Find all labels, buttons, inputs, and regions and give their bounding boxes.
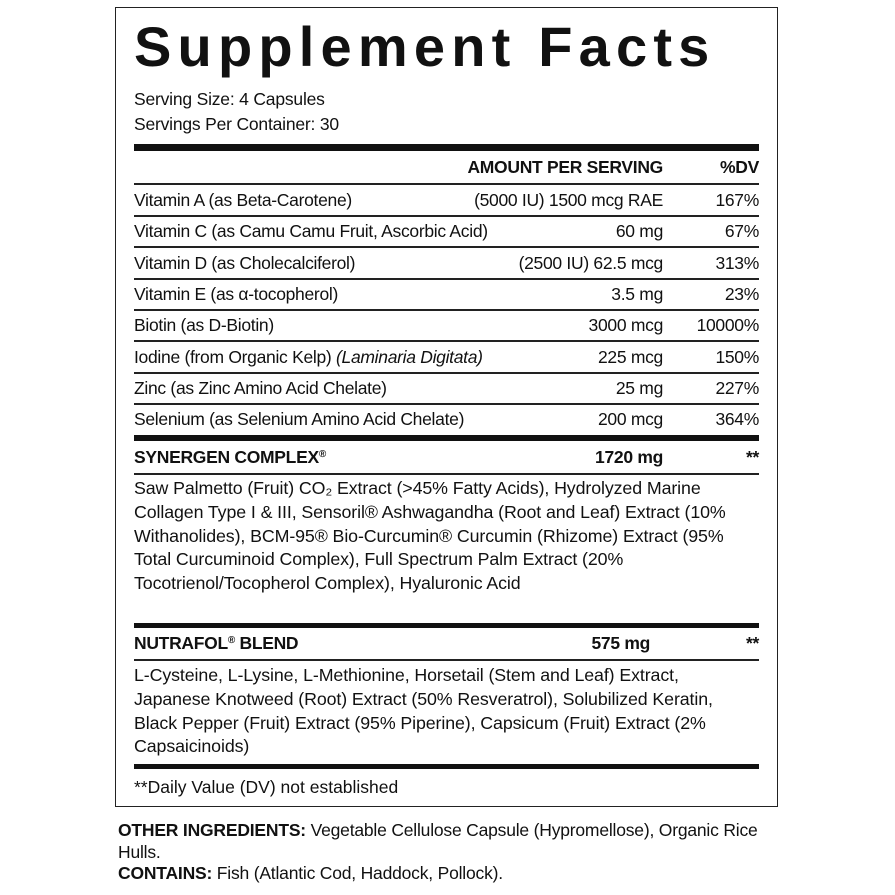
nutrafol-name-suffix: BLEND (234, 633, 299, 653)
divider-thick (134, 435, 759, 441)
synergen-amount: 1720 mg (595, 447, 663, 467)
serving-size: Serving Size: 4 Capsules (134, 89, 325, 109)
divider (134, 340, 759, 343)
nutrafol-dv: ** (745, 633, 759, 653)
divider-thick (134, 764, 759, 769)
nutrient-amount: 3.5 mg (611, 283, 663, 304)
synergen-row: SYNERGEN COMPLEX® 1720 mg ** (134, 442, 759, 473)
servings-per-container: Servings Per Container: 30 (134, 114, 339, 134)
nutrient-amount: 200 mcg (597, 409, 663, 430)
other-ingredients: OTHER INGREDIENTS: Vegetable Cellulose C… (118, 820, 788, 863)
nutrient-amount: (2500 IU) 62.5 mcg (518, 252, 664, 273)
synergen-ingredients: Saw Palmetto (Fruit) CO₂ Extract (>45% F… (134, 478, 726, 594)
synergen-dv: ** (745, 447, 759, 467)
nutrient-name: Biotin (as D-Biotin) (134, 310, 274, 341)
divider (134, 183, 759, 185)
table-header: AMOUNT PER SERVING %DV (134, 152, 759, 183)
nutrient-row: Vitamin C (as Camu Camu Fruit, Ascorbic … (134, 216, 759, 247)
nutrient-dv: 150% (715, 346, 759, 367)
other-ingredients-text: Vegetable Cellulose Capsule (Hypromellos… (118, 820, 758, 862)
nutrient-row: Iodine (from Organic Kelp) (Laminaria Di… (134, 342, 759, 373)
contains: CONTAINS: Fish (Atlantic Cod, Haddock, P… (118, 863, 788, 885)
nutrafol-name: NUTRAFOL (134, 633, 228, 653)
nutrient-dv: 10000% (696, 315, 760, 336)
nutrient-row: Vitamin E (as α-tocopherol) 3.5 mg 23% (134, 279, 759, 310)
nutrient-amount: 60 mg (615, 221, 663, 242)
divider (134, 277, 759, 280)
nutrafol-ingredients: L-Cysteine, L-Lysine, L-Methionine, Hors… (134, 665, 713, 757)
nutrient-name: Vitamin E (as α-tocopherol) (134, 279, 338, 310)
nutrient-name-text: Biotin (as D-Biotin) (134, 315, 274, 336)
nutrient-dv: 364% (715, 409, 759, 430)
divider (134, 473, 759, 475)
divider (134, 246, 759, 249)
nutrient-amount: 25 mg (615, 377, 663, 398)
nutrient-name: Vitamin C (as Camu Camu Fruit, Ascorbic … (134, 216, 488, 247)
contains-text: Fish (Atlantic Cod, Haddock, Pollock). (212, 863, 503, 883)
nutrient-name: Selenium (as Selenium Amino Acid Chelate… (134, 404, 464, 435)
nutrient-row: Vitamin A (as Beta-Carotene) (5000 IU) 15… (134, 185, 759, 216)
nutrient-name: Iodine (from Organic Kelp) (Laminaria Di… (134, 342, 483, 373)
other-ingredients-label: OTHER INGREDIENTS: (118, 820, 306, 840)
registered-mark: ® (318, 449, 326, 460)
nutrient-name-text: Vitamin E (as α-tocopherol) (134, 283, 339, 304)
contains-label: CONTAINS: (118, 863, 213, 883)
nutrient-amount: 3000 mcg (588, 315, 664, 336)
nutrient-dv: 313% (715, 252, 759, 273)
nutrient-name-text: Vitamin C (as Camu Camu Fruit, Ascorbic … (134, 221, 488, 242)
divider-thick (134, 623, 759, 628)
footnote: **Daily Value (DV) not established (134, 777, 399, 797)
nutrient-amount: 225 mcg (597, 346, 663, 367)
divider (134, 402, 759, 405)
nutrient-name-text: Vitamin A (as Beta-Carotene) (134, 190, 352, 210)
divider-thick (134, 144, 759, 151)
nutrient-dv: 227% (715, 377, 759, 398)
nutrient-name: Vitamin D (as Cholecalciferol) (134, 248, 355, 279)
nutrient-name-text: Iodine (from Organic Kelp) (134, 346, 336, 367)
nutrient-name-text: Zinc (as Zinc Amino Acid Chelate) (134, 377, 387, 398)
nutrient-dv: 67% (724, 221, 759, 242)
nutrient-row: Biotin (as D-Biotin) 3000 mcg 10000% (134, 310, 759, 341)
nutrient-name: Zinc (as Zinc Amino Acid Chelate) (134, 373, 387, 404)
nutrient-dv: 23% (724, 283, 759, 304)
nutrafol-amount: 575 mg (591, 633, 650, 653)
header-amount: AMOUNT PER SERVING (467, 157, 663, 177)
divider (134, 215, 759, 217)
nutrient-name-text: Selenium (as Selenium Amino Acid Chelate… (134, 409, 465, 430)
nutrient-dv: 167% (715, 190, 759, 210)
nutrient-name: Vitamin A (as Beta-Carotene) (134, 185, 352, 216)
nutrient-row: Vitamin D (as Cholecalciferol) (2500 IU) … (134, 248, 759, 279)
divider (134, 659, 759, 661)
divider (134, 308, 759, 311)
nutrient-row: Selenium (as Selenium Amino Acid Chelate… (134, 404, 759, 435)
nutrient-name-text: Vitamin D (as Cholecalciferol) (134, 252, 356, 273)
panel-title: Supplement Facts (134, 15, 716, 78)
synergen-name: SYNERGEN COMPLEX (134, 447, 319, 467)
nutrient-amount: (5000 IU) 1500 mcg RAE (474, 190, 663, 210)
nutrient-row: Zinc (as Zinc Amino Acid Chelate) 25 mg 22… (134, 373, 759, 404)
divider (134, 371, 759, 374)
supplement-facts-panel: Supplement Facts Serving Size: 4 Capsule… (115, 7, 778, 807)
registered-mark: ® (227, 635, 235, 646)
nutrient-name-italic: (Laminaria Digitata) (336, 346, 483, 367)
header-dv: %DV (720, 157, 759, 177)
nutrafol-row: NUTRAFOL® BLEND 575 mg ** (134, 628, 759, 659)
